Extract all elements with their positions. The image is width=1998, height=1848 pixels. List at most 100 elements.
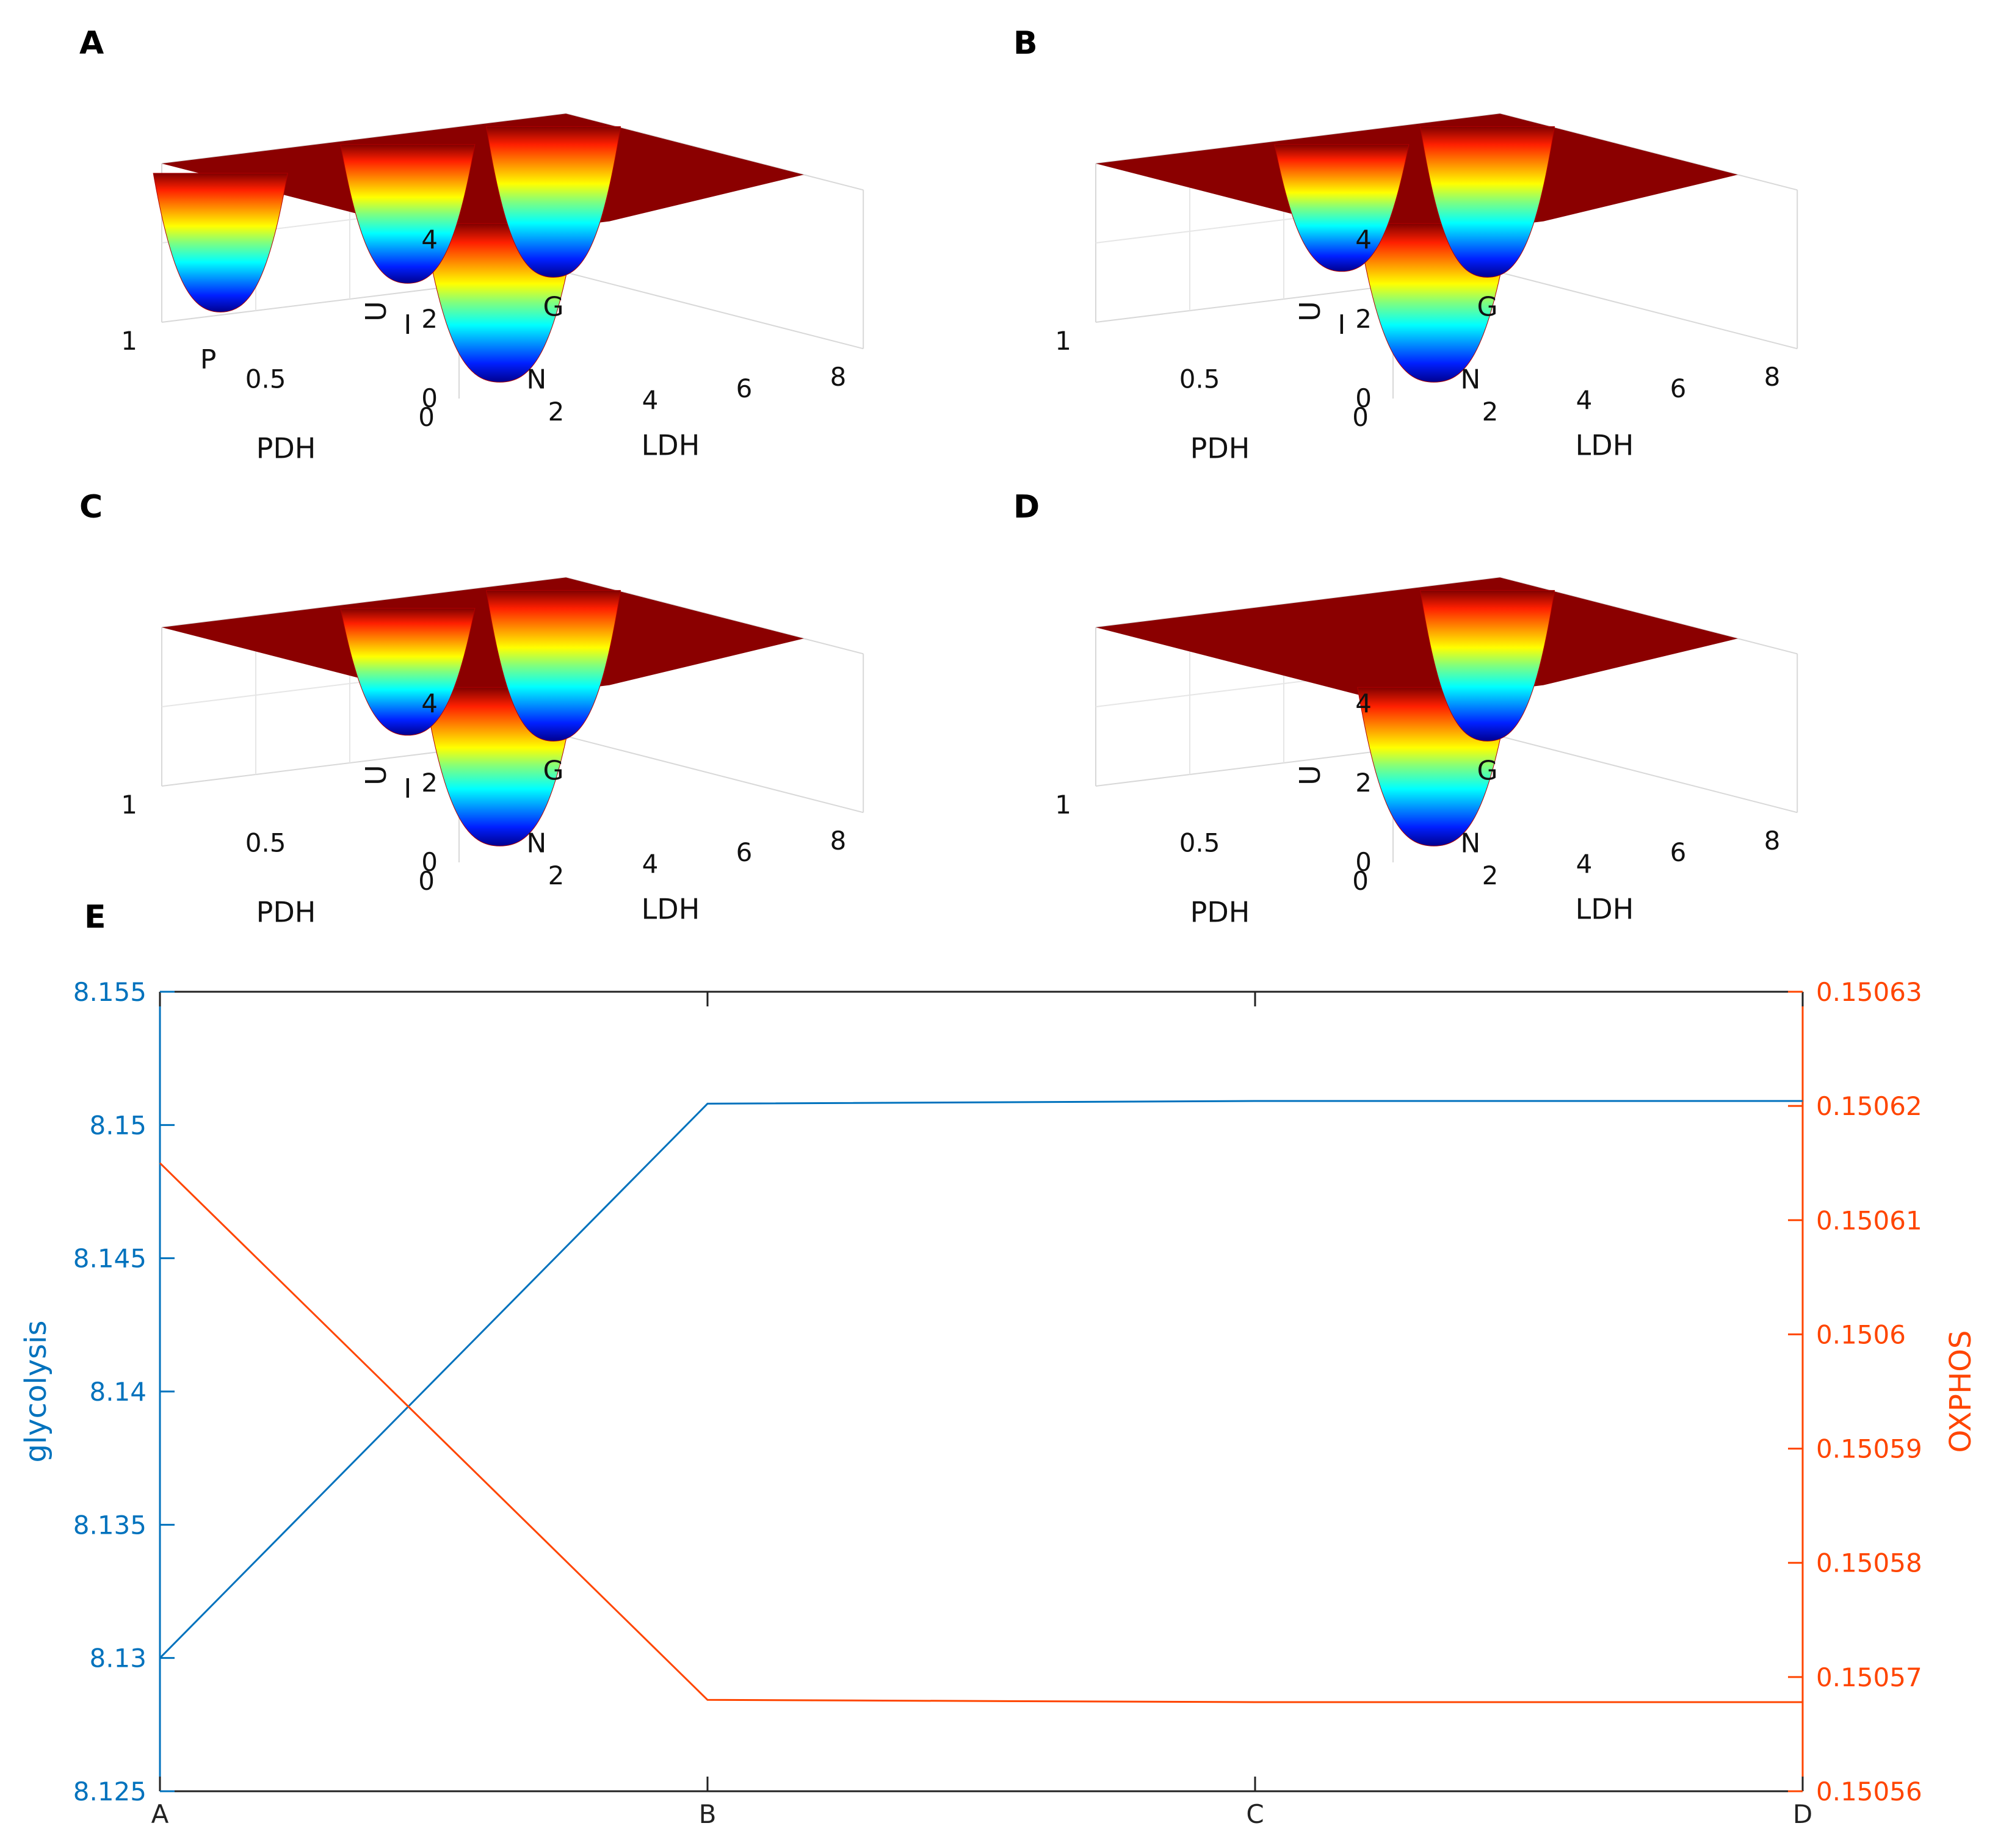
surface-plateau bbox=[1096, 114, 1738, 240]
y-right-axis-label: OXPHOS bbox=[1944, 1330, 1978, 1453]
y-right-tick-label: 0.15063 bbox=[1816, 977, 1922, 1007]
panel-letter: E bbox=[84, 899, 106, 936]
x-axis-label: LDH bbox=[1576, 428, 1634, 461]
panel-letter: C bbox=[79, 489, 103, 525]
basin-label-p: P bbox=[200, 344, 217, 375]
z-tick-label: 0 bbox=[421, 383, 438, 413]
z-tick-label: 4 bbox=[421, 225, 438, 254]
x-tick-label: 2 bbox=[548, 397, 565, 427]
y-tick-label: 0 bbox=[1352, 866, 1369, 896]
y-right-tick-label: 0.1506 bbox=[1816, 1319, 1906, 1349]
series-line-glycolysis bbox=[159, 1100, 1803, 1659]
z-tick-label: 2 bbox=[421, 304, 438, 334]
y-axis-label: PDH bbox=[1190, 896, 1250, 929]
x-tick-label: 6 bbox=[736, 374, 753, 403]
x-axis-label: LDH bbox=[642, 428, 700, 461]
y-tick-label: 0.5 bbox=[1179, 828, 1220, 858]
basin-label-i: I bbox=[1337, 309, 1345, 341]
basin-label-n: N bbox=[1460, 828, 1480, 859]
panel-letter: D bbox=[1013, 489, 1040, 525]
y-left-tick-label: 8.14 bbox=[89, 1377, 147, 1407]
y-tick-label: 1 bbox=[121, 326, 137, 356]
z-tick-label: 2 bbox=[1355, 304, 1372, 334]
z-tick-label: 4 bbox=[421, 688, 438, 718]
y-axis-label: PDH bbox=[256, 432, 316, 465]
x-tick-label: B bbox=[699, 1799, 717, 1829]
y-tick-label: 0 bbox=[418, 866, 435, 896]
y-left-axis-label: glycolysis bbox=[19, 1320, 53, 1462]
panel-c: C N I G 0 2 4 U 2 4 6 8 LDH 0 0.5 1 PDH bbox=[79, 489, 864, 929]
panel-d: D N G 0 2 4 U 2 4 6 8 LDH 0 0.5 1 PDH bbox=[1013, 489, 1798, 929]
x-tick-label: 4 bbox=[1576, 385, 1593, 415]
basin-well bbox=[340, 608, 476, 736]
x-tick-label: A bbox=[151, 1799, 169, 1829]
basin-label-n: N bbox=[526, 828, 546, 859]
y-left-tick-label: 8.13 bbox=[89, 1644, 147, 1673]
x-tick-label: 8 bbox=[830, 362, 847, 392]
y-left-tick-label: 8.155 bbox=[73, 977, 147, 1007]
basin-label-g: G bbox=[543, 291, 564, 322]
y-axis-label: PDH bbox=[1190, 432, 1250, 465]
z-tick-label: 4 bbox=[1355, 225, 1372, 254]
surface-plateau bbox=[1096, 577, 1738, 704]
y-right-tick-label: 0.15057 bbox=[1816, 1662, 1922, 1692]
grid-line bbox=[565, 272, 864, 350]
x-tick-label: 6 bbox=[1670, 374, 1687, 403]
y-right-tick-label: 0.15056 bbox=[1816, 1777, 1922, 1806]
y-left-tick-label: 8.145 bbox=[73, 1244, 147, 1274]
z-axis-label: U bbox=[360, 301, 393, 322]
x-tick-label: 6 bbox=[1670, 837, 1687, 867]
y-left-tick-label: 8.125 bbox=[73, 1777, 147, 1806]
basin-well bbox=[1420, 126, 1555, 278]
y-tick-label: 0.5 bbox=[245, 828, 286, 858]
x-tick-label: D bbox=[1793, 1799, 1812, 1829]
z-tick-label: 2 bbox=[421, 768, 438, 798]
y-tick-label: 0.5 bbox=[1179, 364, 1220, 394]
y-axis-label: PDH bbox=[256, 896, 316, 929]
z-tick-label: 0 bbox=[1355, 847, 1372, 877]
x-tick-label: C bbox=[1246, 1799, 1264, 1829]
basin-well bbox=[340, 144, 476, 284]
z-tick-label: 0 bbox=[421, 847, 438, 877]
basin-label-i: I bbox=[404, 773, 411, 804]
y-right-tick-label: 0.15058 bbox=[1816, 1548, 1922, 1578]
x-tick-label: 4 bbox=[642, 385, 659, 415]
panel-e-line-chart: E A B C D 8.125 8.13 8.135 8.14 8.145 8.15 8.155 0.1… bbox=[19, 899, 1978, 1829]
z-axis-label: U bbox=[1294, 301, 1327, 322]
y-tick-label: 0 bbox=[418, 402, 435, 432]
y-right-tick-label: 0.15062 bbox=[1816, 1091, 1922, 1121]
basin-label-i: I bbox=[404, 309, 411, 341]
y-tick-label: 0.5 bbox=[245, 364, 286, 394]
surface-panels: A P N I G 0 2 4 U 2 4 6 8 LDH 0 0.5 1 PDH B N I G 0 2 4 U 2 4 6 8 LDH 0… bbox=[79, 25, 1798, 929]
basin-label-n: N bbox=[1460, 364, 1480, 395]
basin-well bbox=[1274, 144, 1410, 272]
grid-line bbox=[565, 735, 864, 814]
y-left-tick-label: 8.15 bbox=[89, 1110, 147, 1140]
z-tick-label: 4 bbox=[1355, 688, 1372, 718]
y-tick-label: 1 bbox=[1055, 790, 1071, 820]
panel-a: A P N I G 0 2 4 U 2 4 6 8 LDH 0 0.5 1 PDH bbox=[79, 25, 864, 465]
x-tick-label: 8 bbox=[1764, 826, 1781, 856]
x-tick-label: 4 bbox=[1576, 849, 1593, 879]
z-axis-label: U bbox=[1294, 765, 1327, 785]
x-tick-label: 2 bbox=[1482, 397, 1499, 427]
x-tick-label: 8 bbox=[830, 826, 847, 856]
x-tick-label: 6 bbox=[736, 837, 753, 867]
panel-letter: A bbox=[79, 25, 104, 62]
basin-well bbox=[1420, 590, 1555, 742]
panel-b: B N I G 0 2 4 U 2 4 6 8 LDH 0 0.5 1 PDH bbox=[1013, 25, 1798, 465]
basin-well bbox=[486, 126, 621, 278]
z-tick-label: 2 bbox=[1355, 768, 1372, 798]
panel-letter: B bbox=[1013, 25, 1038, 62]
x-axis-label: LDH bbox=[1576, 892, 1634, 925]
grid-line bbox=[1499, 735, 1798, 814]
z-tick-label: 0 bbox=[1355, 383, 1372, 413]
x-tick-label: 2 bbox=[548, 861, 565, 890]
y-tick-label: 1 bbox=[1055, 326, 1071, 356]
basin-well bbox=[153, 173, 288, 312]
basin-label-g: G bbox=[1477, 291, 1498, 322]
x-tick-label: 8 bbox=[1764, 362, 1781, 392]
basin-label-n: N bbox=[526, 364, 546, 395]
surface-plateau bbox=[162, 577, 804, 704]
